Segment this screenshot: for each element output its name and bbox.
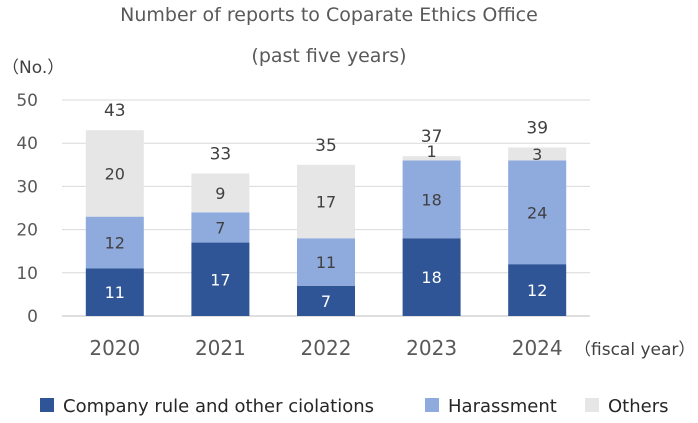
bar-2023-series-1 xyxy=(402,160,461,239)
bar-2024-series-0 xyxy=(508,264,567,316)
chart-subtitle: (past five years) xyxy=(251,45,406,67)
y-tick-label-20: 20 xyxy=(16,221,38,241)
bar-2020-series-2 xyxy=(85,130,144,217)
total-label-2022: 35 xyxy=(315,136,337,156)
data-label-2024-series-1: 24 xyxy=(527,203,547,222)
total-label-2023: 37 xyxy=(421,127,443,147)
y-axis-ticks: 0 10 20 30 40 50 xyxy=(16,91,38,327)
data-label-2023-series-0: 18 xyxy=(421,268,441,287)
legend-label-series-2: Others xyxy=(608,396,669,417)
x-axis-unit-label: （fiscal year） xyxy=(574,340,695,360)
x-tick-label-2020: 2020 xyxy=(89,336,140,360)
legend-swatch-series-2 xyxy=(585,398,599,412)
x-tick-label-2021: 2021 xyxy=(195,336,246,360)
bar-2023-series-2 xyxy=(402,156,461,161)
x-tick-label-2024: 2024 xyxy=(512,336,563,360)
bar-2022-series-2 xyxy=(297,164,355,239)
bar-2022-series-1 xyxy=(297,238,355,286)
data-label-2024-series-2: 3 xyxy=(532,145,542,164)
y-tick-label-50: 50 xyxy=(16,91,38,111)
y-axis-unit-label: （No.） xyxy=(2,58,64,78)
total-label-2024: 39 xyxy=(526,119,548,139)
bar-2020-series-0 xyxy=(85,268,144,316)
legend-swatch-series-1 xyxy=(425,398,439,412)
data-label-2022-series-0: 7 xyxy=(321,292,331,311)
data-label-2021-series-1: 7 xyxy=(215,218,225,237)
y-tick-label-40: 40 xyxy=(16,134,38,154)
data-label-2020-series-0: 11 xyxy=(105,283,125,302)
bar-2021-series-2 xyxy=(191,173,250,213)
data-label-2021-series-2: 9 xyxy=(215,184,225,203)
bar-2021-series-0 xyxy=(191,242,250,316)
x-axis-ticks: 2020 2021 2022 2023 2024 xyxy=(89,336,562,360)
y-tick-label-30: 30 xyxy=(16,177,38,197)
data-label-2021-series-0: 17 xyxy=(210,270,230,289)
data-label-2020-series-1: 12 xyxy=(105,234,125,253)
data-label-2023-series-1: 18 xyxy=(421,190,441,209)
total-label-2020: 43 xyxy=(104,101,126,121)
data-label-2022-series-1: 11 xyxy=(316,253,336,272)
legend-label-series-0: Company rule and other ciolations xyxy=(63,396,374,417)
bar-2021-series-1 xyxy=(191,212,250,243)
data-label-2023-series-2: 1 xyxy=(427,142,437,161)
bars: 11 12 20 43 17 7 9 33 7 11 17 35 18 18 137 12 24 3 39 xyxy=(85,101,567,316)
y-tick-label-0: 0 xyxy=(27,307,38,327)
bar-2024-series-1 xyxy=(508,160,567,265)
legend-label-series-1: Harassment xyxy=(448,396,557,417)
x-tick-label-2022: 2022 xyxy=(301,336,352,360)
bar-2024-series-2 xyxy=(508,147,567,161)
bar-2023-series-0 xyxy=(402,238,461,316)
chart-title: Number of reports to Coparate Ethics Off… xyxy=(120,4,538,26)
x-tick-label-2023: 2023 xyxy=(406,336,457,360)
y-tick-label-10: 10 xyxy=(16,264,38,284)
data-label-2020-series-2: 20 xyxy=(105,164,125,183)
legend: Company rule and other ciolations Harassm… xyxy=(40,396,669,417)
bar-2020-series-1 xyxy=(85,216,144,269)
bar-2022-series-0 xyxy=(297,285,355,316)
data-label-2022-series-2: 17 xyxy=(316,193,336,212)
data-label-2024-series-0: 12 xyxy=(527,281,547,300)
total-label-2021: 33 xyxy=(210,144,232,164)
legend-swatch-series-0 xyxy=(40,398,54,412)
